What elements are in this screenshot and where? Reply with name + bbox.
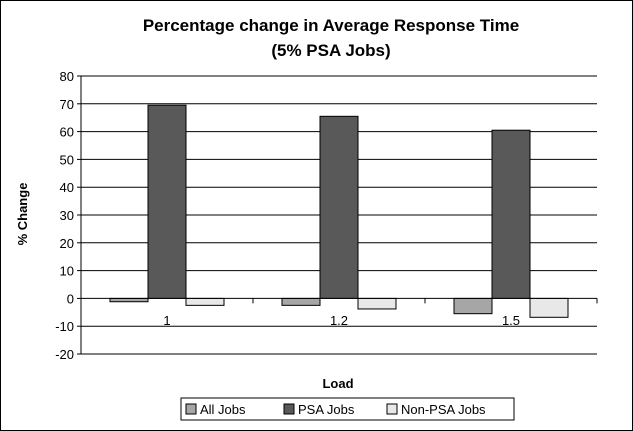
legend-swatch [185,403,197,415]
legend-box [180,397,515,421]
bar-non-psa-jobs [529,297,569,318]
x-tick-label: 1 [163,313,170,328]
bar-psa-jobs [319,115,359,299]
bar-all-jobs [453,297,493,315]
x-axis-ticks: 1 1.2 1.5 [80,298,598,328]
chart-title: Percentage change in Average Response Ti… [143,16,519,35]
x-tick-label: 1.2 [330,313,348,328]
y-tick-label: 80 [60,69,74,84]
legend-label: All Jobs [200,402,246,417]
y-axis-label: % Change [15,183,30,246]
bar-psa-jobs [147,104,187,299]
legend: All Jobs PSA Jobs Non-PSA Jobs [180,397,515,421]
x-axis-label: Load [322,376,353,391]
y-tick-label: 50 [60,152,74,167]
legend-label: PSA Jobs [298,402,355,417]
x-tick-label: 1.5 [502,313,520,328]
bar-non-psa-jobs [357,297,397,310]
bar-non-psa-jobs [185,297,225,306]
bar-psa-jobs [491,129,531,299]
y-tick-label: 10 [60,264,74,279]
bar-all-jobs [109,297,149,303]
y-tick-label: 60 [60,125,74,140]
axes [80,76,597,355]
y-axis-ticks: -20 -10 0 10 20 30 40 50 60 70 80 [55,69,81,362]
y-tick-label: -10 [55,319,74,334]
y-tick-label: -20 [55,347,74,362]
chart-subtitle: (5% PSA Jobs) [271,41,390,60]
bar-all-jobs [281,297,321,306]
y-tick-label: 0 [67,291,74,306]
y-tick-label: 20 [60,236,74,251]
bars [109,104,569,318]
legend-label: Non-PSA Jobs [401,402,486,417]
y-tick-label: 70 [60,97,74,112]
y-tick-label: 40 [60,180,74,195]
legend-swatch [386,403,398,415]
y-tick-label: 30 [60,208,74,223]
legend-swatch [283,403,295,415]
